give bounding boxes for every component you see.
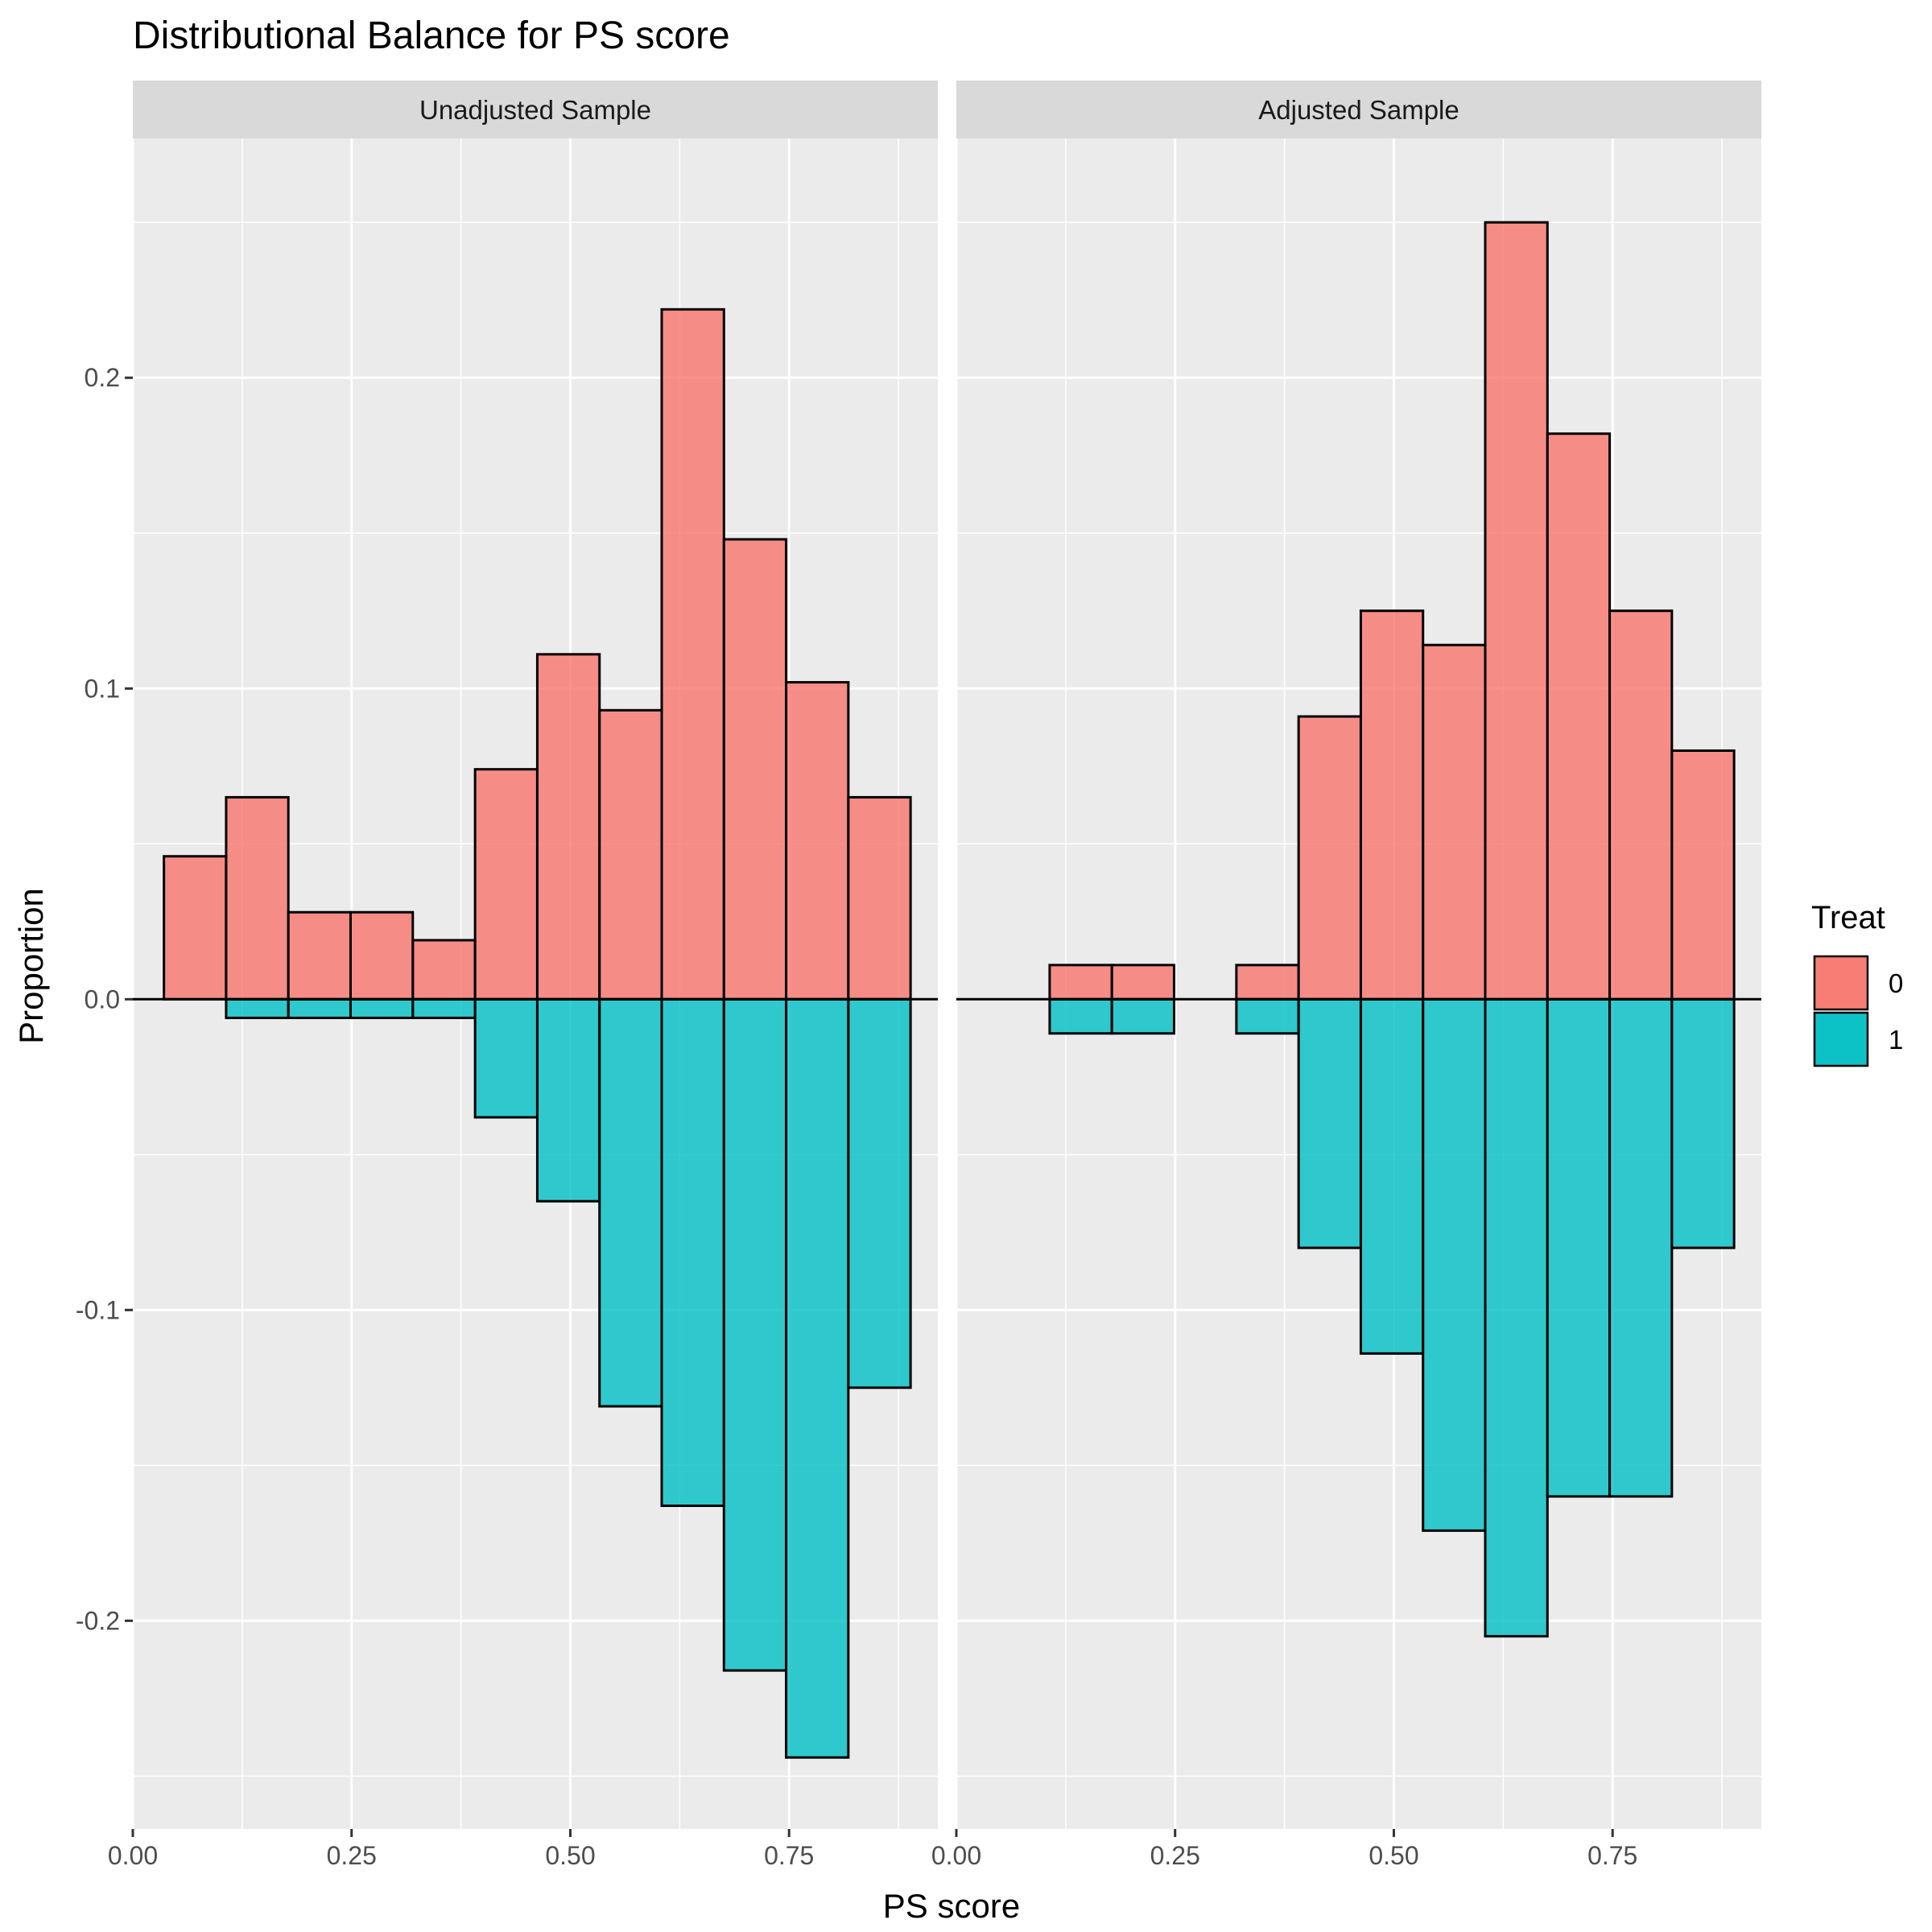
bar-treat-0 [1608, 609, 1674, 1001]
bar-treat-0 [1235, 964, 1300, 1001]
bar-treat-1 [1110, 997, 1175, 1035]
y-tick-label: 0.0 [85, 985, 120, 1013]
bar-treat-0 [473, 768, 539, 1001]
bar-treat-1 [1359, 997, 1425, 1355]
x-tick-label: 0.75 [764, 1841, 814, 1870]
legend-key-treat-1 [1813, 1011, 1869, 1067]
legend-items: 01 [1813, 955, 1903, 1067]
strip-label: Adjusted Sample [1258, 95, 1459, 125]
strip-background [956, 80, 1761, 138]
strip-background [133, 80, 938, 138]
bar-treat-0 [785, 681, 850, 1001]
bar-treat-1 [287, 997, 352, 1019]
y-axis: -0.2 -0.1 0.0 0.1 0.2 [76, 363, 133, 1635]
x-tick-label: 0.25 [1150, 1841, 1200, 1870]
x-tick-label: 0.25 [327, 1841, 377, 1870]
bar-treat-0 [660, 308, 725, 1001]
x-axis-title: PS score [883, 1887, 1020, 1925]
bar-treat-0 [1422, 643, 1487, 1001]
bar-treat-1 [411, 997, 477, 1019]
bar-treat-1 [225, 997, 290, 1019]
bar-treat-1 [473, 997, 539, 1119]
bar-treat-0 [1110, 964, 1175, 1001]
bar-treat-1 [1484, 997, 1549, 1638]
y-tick-label: -0.1 [76, 1295, 120, 1324]
x-tick-label: 0.00 [931, 1841, 981, 1870]
panel-unadjusted: Unadjusted Sample 0.00 0.25 0.50 0.75 [108, 80, 938, 1870]
bar-treat-1 [1235, 997, 1300, 1035]
bar-treat-1 [1048, 997, 1113, 1035]
x-tick-label: 0.50 [545, 1841, 595, 1870]
legend-title: Treat [1811, 900, 1885, 935]
panel-adjusted: Adjusted Sample 0.00 0.25 0.50 0.75 [931, 80, 1761, 1870]
bar-treat-0 [287, 910, 352, 1001]
bar-treat-1 [349, 997, 415, 1019]
y-axis-title: Proportion [12, 888, 50, 1044]
bar-treat-0 [1048, 964, 1113, 1001]
chart-title: Distributional Balance for PS score [133, 14, 730, 57]
bar-treat-1 [847, 997, 912, 1389]
bar-treat-1 [598, 997, 663, 1408]
bar-treat-0 [349, 910, 415, 1001]
bar-treat-1 [1670, 997, 1736, 1249]
bar-treat-0 [1670, 749, 1736, 1001]
bar-treat-0 [411, 939, 477, 1001]
y-tick-label: -0.2 [76, 1606, 120, 1635]
legend-key-treat-0 [1813, 955, 1869, 1011]
bar-treat-0 [598, 708, 663, 1001]
bar-treat-0 [225, 795, 290, 1001]
legend-label: 0 [1889, 968, 1903, 998]
bar-treat-0 [847, 795, 912, 1001]
x-tick-label: 0.75 [1587, 1841, 1637, 1870]
bar-treat-0 [1484, 221, 1549, 1001]
bar-treat-0 [722, 538, 788, 1001]
bar-treat-1 [722, 997, 788, 1672]
bar-treat-1 [785, 997, 850, 1759]
y-tick-label: 0.1 [85, 674, 120, 703]
bar-treat-1 [1297, 997, 1362, 1249]
x-tick-label: 0.50 [1368, 1841, 1418, 1870]
legend: Treat 01 [1811, 900, 1903, 1067]
bar-treat-1 [535, 997, 601, 1203]
bar-treat-1 [1546, 997, 1612, 1498]
x-tick-label: 0.00 [108, 1841, 158, 1870]
legend-label: 1 [1889, 1025, 1903, 1055]
y-tick-label: 0.2 [85, 363, 120, 392]
bar-treat-0 [1297, 715, 1362, 1001]
bar-treat-1 [1422, 997, 1487, 1532]
bar-treat-1 [660, 997, 725, 1508]
bar-treat-0 [163, 855, 228, 1001]
bar-treat-0 [1546, 432, 1612, 1001]
bar-treat-0 [1359, 609, 1425, 1001]
bar-treat-0 [535, 653, 601, 1001]
bar-treat-1 [1608, 997, 1674, 1498]
strip-label: Unadjusted Sample [419, 95, 651, 125]
